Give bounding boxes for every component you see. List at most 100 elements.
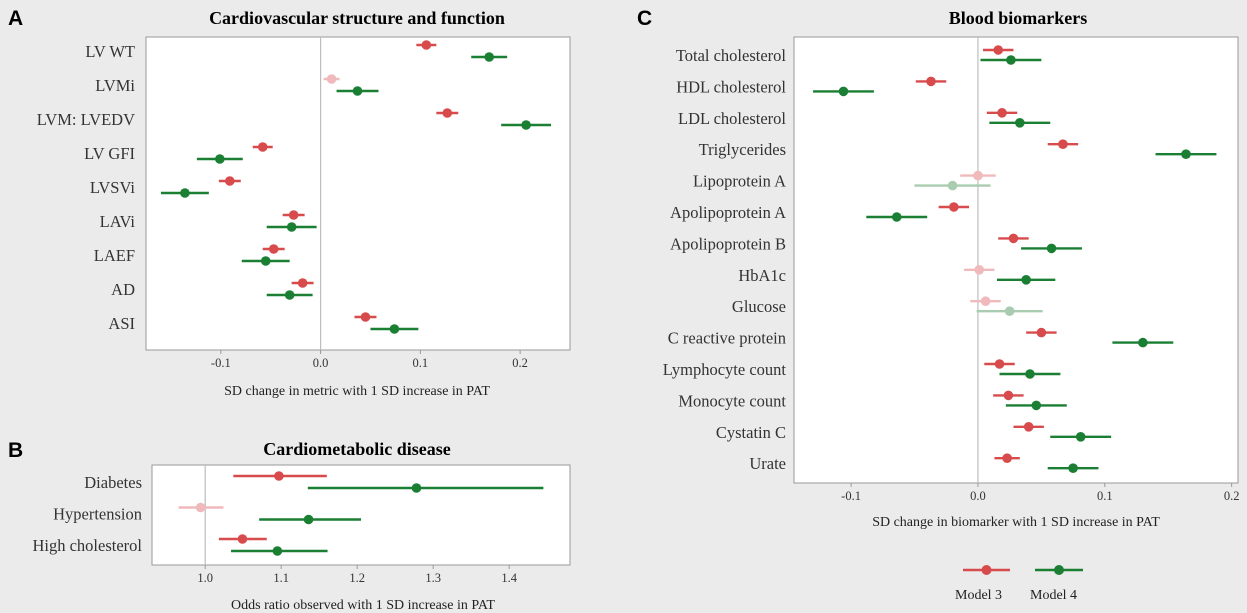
panel-c-category-label: Apolipoprotein B [670,234,786,253]
panel-a-marks: -0.1 0.0 0.1 0.2 LV WT LVMi LVM: LVEDV LV GFI LV… [37,37,552,370]
panel-a-model3-point [360,312,371,322]
panel-b-marks: 1.0 1.1 1.2 1.3 1.4 Diabetes Hypertension High … [32,465,544,585]
panel-c-model3-point [1002,453,1012,464]
panel-c-model3-point [1008,233,1019,244]
panel-b-model3-point [237,534,248,544]
panel-a-model4-point [215,154,225,164]
panel-c-x-tick-label: 0.2 [1224,489,1240,503]
panel-c-category-label: LDL cholesterol [678,109,786,128]
panel-a-title: Cardiovascular structure and function [209,8,505,28]
panel-b-x-tick-label: 1.2 [349,571,365,585]
panel-a-model4-point [352,86,363,96]
panel-c-model4-point [1021,275,1031,285]
panel-b-x-tick-label: 1.3 [425,571,441,585]
panel-c-marks: -0.1 0.0 0.1 0.2 Total cholesterol HDL choles… [663,37,1240,503]
panel-c-category-label: Cystatin C [716,423,786,442]
panel-c-model4-point [1015,118,1025,128]
panel-b-category-label: Hypertension [53,505,142,524]
panel-b-title: Cardiometabolic disease [263,439,450,459]
panel-c-model4-point [1031,400,1042,411]
panel-c-x-tick-label: 0.0 [970,489,986,503]
panel-c-x-tick-label: -0.1 [841,489,861,503]
panel-a-x-tick-label: 0.1 [413,356,429,370]
panel-c-model3-point [994,359,1005,369]
panel-c-model4-point [1046,243,1057,254]
panel-a-model3-point [268,244,279,254]
panel-a-model4-point [284,290,295,300]
panel-c-model4-point [947,180,958,191]
panel-c-model4-point [1181,149,1191,159]
panel-c-category-label: Triglycerides [699,140,786,159]
panel-c-model4-point [1025,369,1035,379]
panel-c-category-label: Lipoprotein A [693,172,786,191]
legend-model4-dot [1054,565,1064,575]
panel-a-category-label: ASI [108,314,135,333]
panel-a-model4-point [484,52,494,62]
panel-a-model3-point [326,74,337,84]
panel-b-model4-point [411,483,422,493]
panel-a-model4-point [286,222,297,232]
panel-b-model3-point [195,502,206,513]
panel-a-model3-point [297,278,308,288]
panel-c-model4-point [891,212,902,222]
panel-letter-a: A [8,7,23,30]
panel-b-x-axis-label: Odds ratio observed with 1 SD increase i… [231,598,495,613]
panel-a-cardiovascular: Cardiovascular structure and function -0… [37,8,571,399]
panel-a-model4-point [389,324,400,334]
panel-a-category-label: LVMi [95,76,135,95]
legend-model3-dot [981,565,992,575]
panel-c-title: Blood biomarkers [949,8,1088,28]
panel-b-cardiometabolic: Cardiometabolic disease 1.0 1.1 1.2 1.3 1.4 D… [32,439,571,613]
panel-b-model4-point [272,546,283,556]
panel-c-model4-point [1068,463,1078,474]
panel-a-model4-point [260,256,271,266]
panel-c-category-label: Apolipoprotein A [670,203,786,222]
panel-c-model4-point [1138,337,1148,348]
panel-c-model4-point [838,86,849,97]
panel-a-category-label: LAVi [100,212,136,231]
panel-a-plot-area [145,36,571,351]
panel-c-model4-point [1075,432,1086,442]
panel-c-category-label: Monocyte count [678,391,786,410]
panel-c-model3-point [997,108,1007,118]
panel-a-model3-point [288,210,299,220]
panel-a-x-tick-label: -0.1 [211,356,231,370]
panel-a-category-label: LVM: LVEDV [37,110,135,129]
panel-b-category-label: Diabetes [84,473,142,492]
panel-b-category-label: High cholesterol [32,536,142,555]
panel-a-category-label: LV GFI [84,144,135,163]
panel-c-category-label: Lymphocyte count [663,360,787,379]
panel-a-model3-point [442,108,453,118]
panel-c-model3-point [1023,422,1034,432]
panel-c-model4-point [1006,55,1016,65]
panel-a-x-tick-label: 0.0 [313,356,329,370]
panel-a-model3-point [257,142,268,152]
panel-c-model3-point [1036,327,1047,338]
panel-a-model4-point [180,188,190,198]
panel-c-category-label: Glucose [732,297,786,316]
panel-c-model3-point [993,45,1004,55]
panel-c-category-label: Total cholesterol [676,46,787,65]
panel-c-model3-point [973,170,983,181]
panel-b-plot-area [151,464,571,566]
panel-b-x-tick-label: 1.4 [501,571,517,585]
panel-a-category-label: AD [111,280,135,299]
panel-a-x-axis-label: SD change in metric with 1 SD increase i… [224,384,490,399]
panel-letter-c: C [637,7,652,30]
legend: Model 3 Model 4 [955,565,1083,603]
panel-a-model3-point [421,40,432,50]
panel-c-model3-point [980,296,991,307]
panel-c-model4-point [1004,306,1015,317]
panel-b-model4-point [303,514,314,525]
panel-c-biomarkers: Blood biomarkers -0.1 0.0 0.1 0.2 Total chol… [663,8,1240,530]
panel-c-model3-point [974,265,985,275]
panel-a-category-label: LAEF [94,246,135,265]
panel-c-category-label: HDL cholesterol [676,77,786,96]
panel-c-model3-point [1003,390,1014,401]
panel-c-plot-area [793,36,1239,484]
panel-c-x-tick-label: 0.1 [1097,489,1113,503]
panel-b-model3-point [274,471,284,481]
panel-c-category-label: C reactive protein [668,329,786,348]
panel-c-x-axis-label: SD change in biomarker with 1 SD increas… [872,515,1160,530]
